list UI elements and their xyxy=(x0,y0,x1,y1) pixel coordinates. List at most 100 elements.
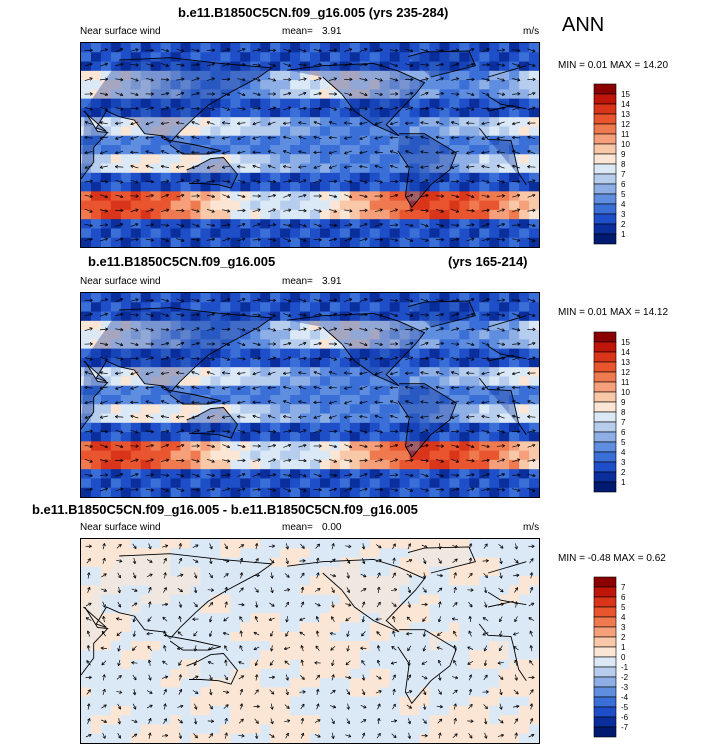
wind-vector-head xyxy=(329,167,333,170)
field-cell xyxy=(190,548,202,559)
wind-vector-head xyxy=(344,386,347,389)
field-cell xyxy=(509,450,520,461)
field-cell xyxy=(240,145,251,155)
field-cell xyxy=(479,154,490,165)
field-cell xyxy=(250,404,261,415)
field-cell xyxy=(369,594,381,605)
field-cell xyxy=(509,80,520,90)
field-cell xyxy=(449,311,460,322)
wind-vector-head xyxy=(237,150,240,154)
wind-vector xyxy=(176,48,185,53)
field-cell xyxy=(300,200,311,211)
field-cell xyxy=(230,576,241,586)
field-cell xyxy=(339,348,351,359)
wind-vector-head xyxy=(532,430,536,433)
wind-vector-head xyxy=(206,165,210,169)
wind-vector-head xyxy=(191,400,195,403)
field-cell xyxy=(409,117,421,128)
field-cell xyxy=(449,330,460,340)
wind-vector-head xyxy=(333,446,337,449)
wind-vector-head xyxy=(165,240,169,242)
field-cell xyxy=(359,367,371,378)
field-cell xyxy=(479,348,490,359)
wind-vector xyxy=(329,150,337,154)
wind-vector xyxy=(161,209,169,212)
wind-vector xyxy=(374,357,383,360)
field-cell xyxy=(509,404,520,415)
field-cell xyxy=(300,576,311,586)
wind-vector-head xyxy=(364,108,368,111)
field-cell xyxy=(399,469,411,480)
field-cell xyxy=(379,302,391,313)
field-cell xyxy=(509,469,520,480)
field-cell xyxy=(260,293,271,303)
field-cell xyxy=(150,145,162,155)
wind-vector xyxy=(176,400,185,404)
wind-vector xyxy=(99,136,108,139)
field-cell xyxy=(369,603,381,614)
field-cell xyxy=(349,80,361,90)
field-cell xyxy=(250,43,261,53)
field-cell xyxy=(120,469,132,480)
field-cell xyxy=(509,376,520,387)
field-cell xyxy=(230,450,241,461)
wind-vector-head xyxy=(435,370,440,373)
field-cell xyxy=(140,219,152,230)
field-cell xyxy=(389,357,401,368)
wind-vector-head xyxy=(242,196,246,199)
wind-vector-head xyxy=(273,92,276,95)
wind-vector-head xyxy=(440,461,444,463)
wind-vector-head xyxy=(364,342,368,346)
wind-vector-head xyxy=(374,150,378,153)
wind-vector-head xyxy=(380,107,383,111)
field-cell xyxy=(369,98,381,109)
wind-vector-head xyxy=(105,78,109,81)
wind-vector xyxy=(405,194,414,198)
field-cell xyxy=(359,603,371,614)
wind-vector xyxy=(466,342,475,346)
colorbar-swatch xyxy=(593,441,617,453)
field-cell xyxy=(90,413,102,424)
wind-vector-head xyxy=(273,194,276,198)
wind-vector xyxy=(130,223,139,227)
field-cell xyxy=(280,539,291,549)
wind-vector-head xyxy=(425,209,429,212)
wind-vector xyxy=(466,430,475,433)
wind-vector-head xyxy=(441,209,444,213)
field-cell xyxy=(499,70,510,81)
wind-vector xyxy=(298,64,307,66)
wind-vector-head xyxy=(471,344,475,347)
field-cell xyxy=(100,191,112,202)
wind-vector-head xyxy=(252,124,256,126)
field-cell xyxy=(150,594,162,605)
field-cell xyxy=(200,404,212,415)
field-cell xyxy=(190,98,202,109)
field-cell xyxy=(290,487,301,497)
field-cell xyxy=(389,237,401,247)
wind-vector xyxy=(206,474,215,477)
wind-vector-head xyxy=(456,488,460,492)
wind-vector-head xyxy=(166,79,170,82)
wind-vector-head xyxy=(90,327,93,331)
wind-vector-head xyxy=(486,80,490,82)
wind-vector xyxy=(298,166,307,168)
field-cell xyxy=(359,172,371,183)
field-cell xyxy=(459,395,470,405)
wind-vector-head xyxy=(410,223,414,227)
field-cell xyxy=(389,163,401,174)
field-cell xyxy=(280,603,291,614)
field-cell xyxy=(180,228,192,239)
wind-vector-head xyxy=(348,298,353,300)
wind-vector-head xyxy=(288,179,292,182)
wind-vector xyxy=(527,107,536,111)
wind-vector-head xyxy=(517,357,521,360)
wind-vector-head xyxy=(456,459,460,463)
field-cell xyxy=(409,70,421,81)
wind-vector-head xyxy=(150,92,154,95)
wind-vector-head xyxy=(435,415,439,419)
field-cell xyxy=(220,348,231,359)
wind-vector xyxy=(176,298,185,303)
field-cell xyxy=(349,594,361,605)
field-cell xyxy=(529,219,539,230)
wind-vector xyxy=(359,298,368,302)
